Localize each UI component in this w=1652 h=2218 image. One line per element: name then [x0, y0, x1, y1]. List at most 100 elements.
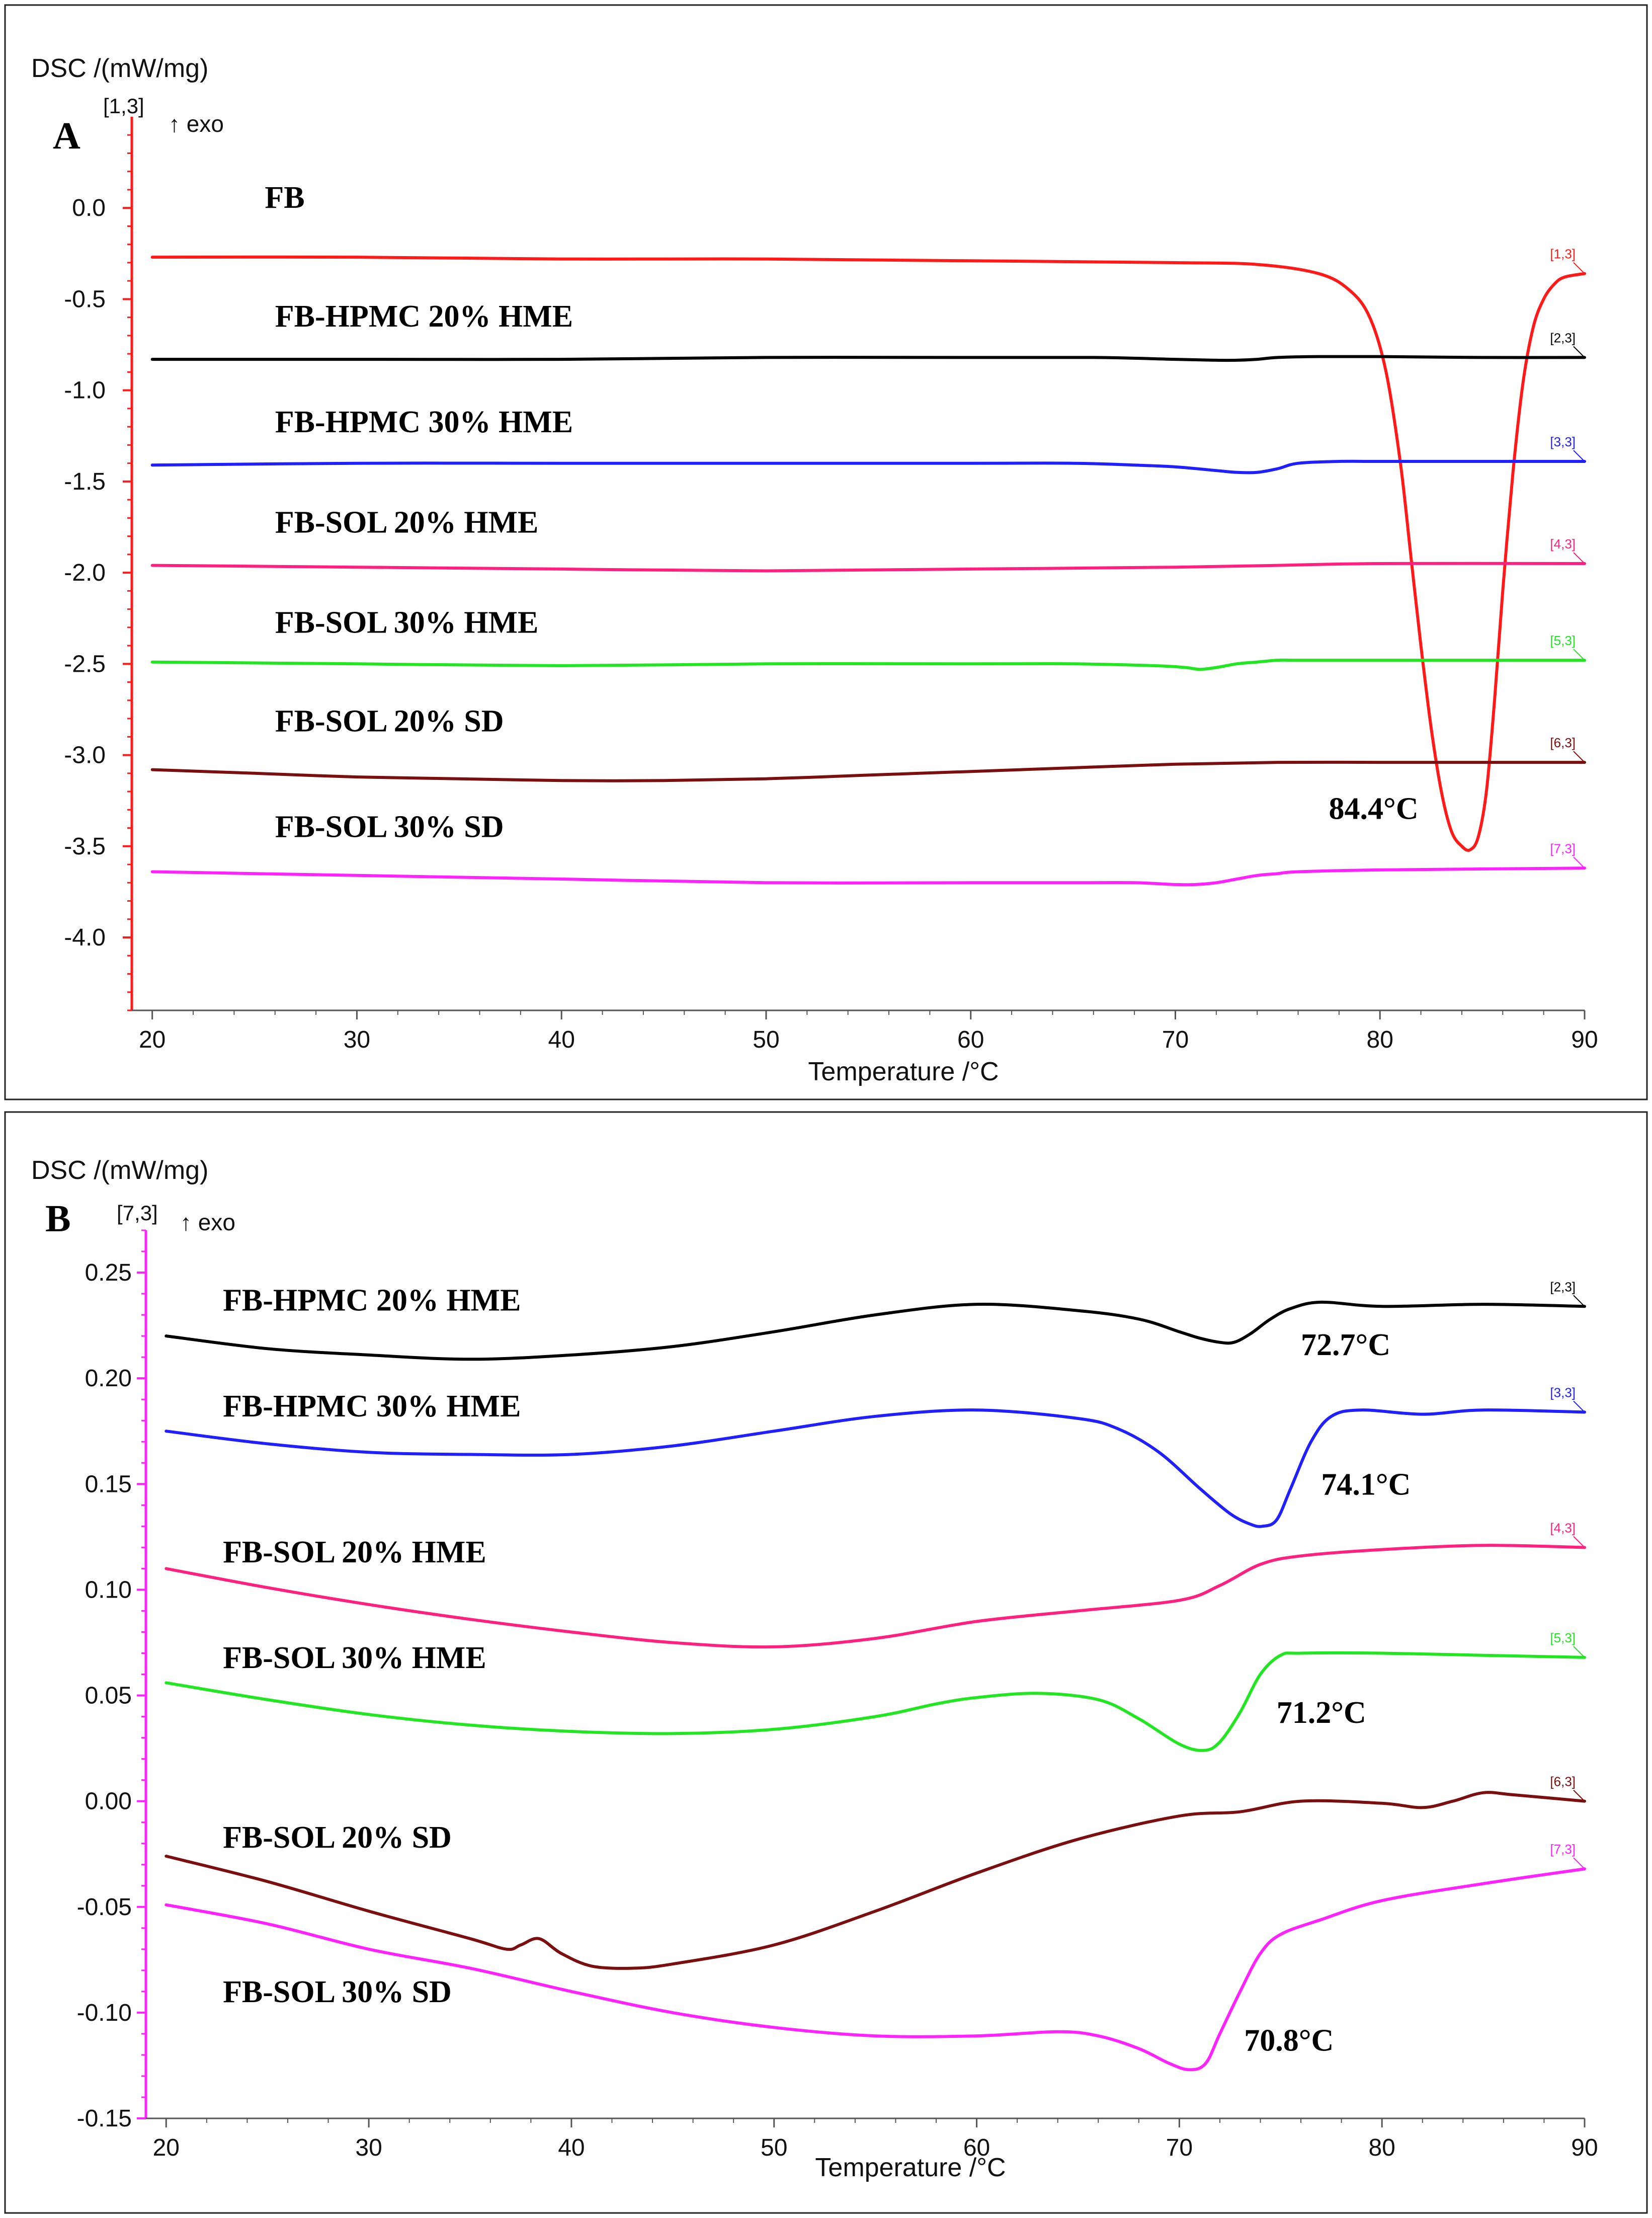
series-label: FB-SOL 30% HME — [223, 1641, 486, 1675]
series-line — [150, 459, 1586, 474]
series-label: FB-SOL 20% HME — [223, 1535, 486, 1569]
series-end-tick — [1573, 1536, 1585, 1548]
series-end-tag: [7,3] — [1550, 841, 1576, 856]
y-tick-label: 0.25 — [85, 1259, 132, 1286]
y-tick-label: -0.15 — [77, 2105, 132, 2132]
panel-frame — [4, 1111, 1648, 2214]
series-end-tick — [1573, 1646, 1585, 1658]
series-label: FB-HPMC 30% HME — [275, 405, 573, 439]
series-label: FB-HPMC 30% HME — [223, 1389, 521, 1423]
series-label: FB-HPMC 20% HME — [275, 299, 573, 334]
y-axis-title: DSC /(mW/mg) — [31, 1156, 208, 1185]
x-axis-title: Temperature /°C — [808, 1057, 999, 1086]
series-end-tag: [4,3] — [1550, 1520, 1576, 1535]
series-line — [150, 355, 1586, 362]
x-tick-label: 70 — [1162, 1026, 1189, 1053]
series-end-tick — [1573, 1295, 1585, 1307]
y-tick-label: 0.05 — [85, 1683, 132, 1709]
series-label: FB-SOL 20% SD — [223, 1820, 452, 1855]
series-end-tick — [1573, 1857, 1585, 1869]
y-tick-label: -1.5 — [64, 468, 106, 495]
y-tick-label: 0.20 — [85, 1365, 132, 1392]
series-end-tag: [2,3] — [1550, 330, 1576, 345]
x-tick-label: 90 — [1571, 1026, 1598, 1053]
x-tick-label: 70 — [1166, 2134, 1193, 2161]
y-tick-label: -3.5 — [64, 833, 106, 860]
series-end-tick — [1573, 346, 1585, 358]
x-tick-label: 30 — [355, 2134, 382, 2161]
series-end-tag: [2,3] — [1550, 1279, 1576, 1294]
series-end-tick — [1573, 649, 1585, 661]
y-tick-label: -2.5 — [64, 651, 106, 677]
panel-frame — [4, 4, 1648, 1100]
series-end-tag: [7,3] — [1550, 1842, 1576, 1857]
series-end-tick — [1573, 1400, 1585, 1413]
series-label: FB-SOL 30% SD — [275, 810, 504, 844]
y-tick-label: -4.0 — [64, 924, 106, 951]
series-label: FB-SOL 30% SD — [223, 1975, 452, 2009]
panel-b: DSC /(mW/mg) [7,3] ↑ exo B Temperature /°C 0.… — [4, 1111, 1648, 2214]
series-label: FB-SOL 30% HME — [275, 606, 539, 640]
x-tick-label: 30 — [344, 1026, 370, 1053]
panel-letter: B — [45, 1198, 71, 1240]
series-line — [150, 562, 1586, 573]
series-end-tag: [5,3] — [1550, 1630, 1576, 1645]
x-tick-label: 50 — [761, 2134, 787, 2161]
peak-annotation: 72.7°C — [1301, 1328, 1390, 1362]
peak-annotation: 71.2°C — [1277, 1696, 1366, 1730]
series-end-tag: [6,3] — [1550, 735, 1576, 750]
axis-curve-tag: [1,3] — [103, 94, 144, 118]
x-tick-label: 20 — [153, 2134, 180, 2161]
series-line — [150, 866, 1586, 887]
panel-a: DSC /(mW/mg) [1,3] ↑ exo A Temperature /°C 0.… — [4, 4, 1648, 1100]
series-label: FB-SOL 20% SD — [275, 704, 504, 738]
y-tick-label: -0.10 — [77, 2000, 132, 2026]
exo-direction-label: ↑ exo — [180, 1209, 235, 1235]
series-end-tag: [4,3] — [1550, 536, 1576, 551]
series-end-tag: [1,3] — [1550, 247, 1576, 262]
series-end-tick — [1573, 1789, 1585, 1802]
series-end-tag: [6,3] — [1550, 1774, 1576, 1789]
series-label: FB — [265, 181, 304, 215]
y-tick-label: -2.0 — [64, 560, 106, 586]
axis-curve-tag: [7,3] — [117, 1201, 158, 1225]
series-line — [164, 1651, 1586, 1752]
y-tick-label: 0.15 — [85, 1471, 132, 1497]
x-tick-label: 60 — [963, 2134, 990, 2161]
series-end-tick — [1573, 450, 1585, 462]
series-label: FB-SOL 20% HME — [275, 505, 539, 539]
peak-annotation: 84.4°C — [1329, 791, 1419, 826]
y-axis-title: DSC /(mW/mg) — [31, 54, 208, 83]
x-tick-label: 80 — [1368, 2134, 1395, 2161]
series-line — [164, 1544, 1586, 1649]
series-end-tick — [1573, 751, 1585, 763]
series-end-tag: [3,3] — [1550, 434, 1576, 449]
y-tick-label: 0.00 — [85, 1788, 132, 1815]
series-line — [164, 1408, 1586, 1528]
exo-direction-label: ↑ exo — [169, 111, 224, 137]
y-tick-label: 0.10 — [85, 1576, 132, 1603]
y-tick-label: -0.5 — [64, 286, 106, 312]
series-line — [150, 658, 1586, 671]
y-tick-label: -3.0 — [64, 742, 106, 769]
series-end-tick — [1573, 856, 1585, 868]
x-tick-label: 40 — [558, 2134, 585, 2161]
peak-annotation: 74.1°C — [1321, 1467, 1411, 1501]
series-end-tag: [3,3] — [1550, 1385, 1576, 1400]
peak-annotation: 70.8°C — [1244, 2024, 1334, 2058]
x-tick-label: 50 — [753, 1026, 779, 1053]
series-line — [164, 1867, 1586, 2072]
y-tick-label: -1.0 — [64, 377, 106, 404]
series-end-tag: [5,3] — [1550, 633, 1576, 648]
series-line — [164, 1300, 1586, 1361]
panel-letter: A — [53, 115, 80, 157]
series-line — [150, 760, 1586, 782]
x-tick-label: 90 — [1571, 2134, 1598, 2161]
series-line — [150, 255, 1586, 852]
x-axis-title: Temperature /°C — [815, 2153, 1006, 2182]
series-label: FB-HPMC 20% HME — [223, 1284, 521, 1318]
x-tick-label: 80 — [1367, 1026, 1393, 1053]
series-end-tick — [1573, 262, 1585, 274]
y-tick-label: 0.0 — [72, 195, 106, 221]
